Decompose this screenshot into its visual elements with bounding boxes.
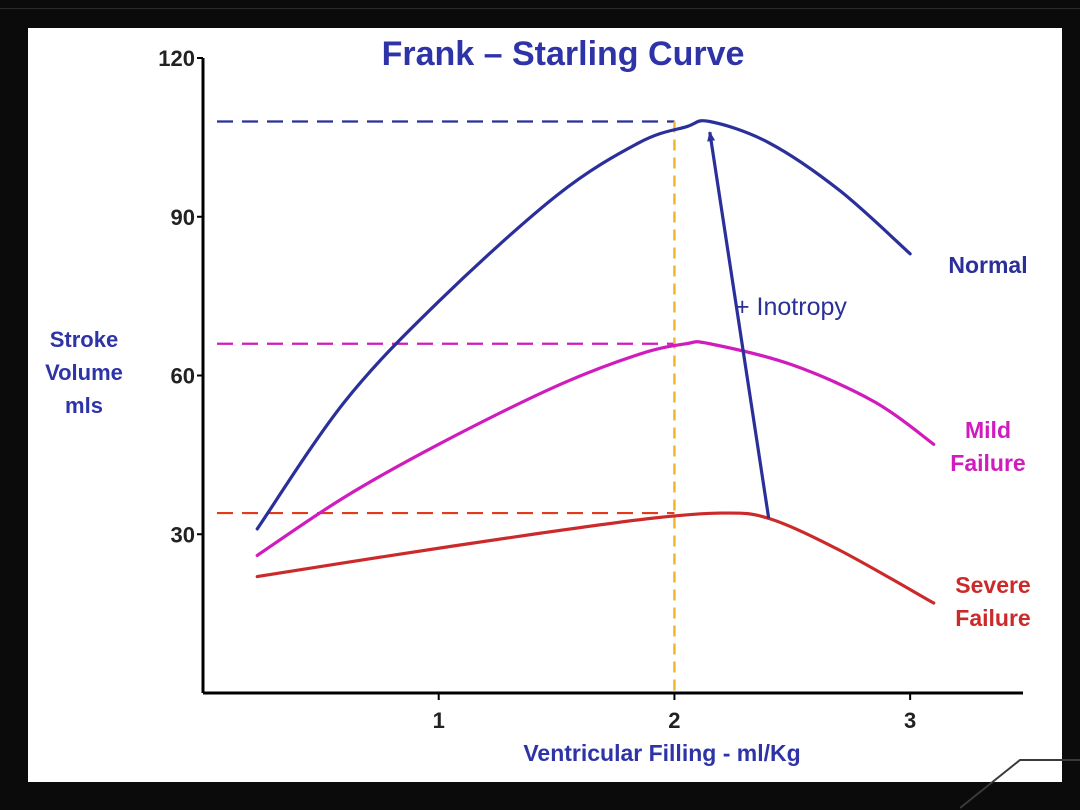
series-line-2	[255, 511, 936, 605]
inotropy-label: + Inotropy	[735, 293, 847, 321]
chart-title: Frank – Starling Curve	[382, 35, 745, 73]
series-label-0-line-0: Normal	[948, 252, 1027, 278]
series-label-2-line-1: Failure	[955, 605, 1030, 631]
frank-starling-chart: Normal Mild Failure Severe Failure + Inotrop…	[45, 35, 1031, 766]
x-tick-label-2: 3	[904, 708, 916, 733]
y-tick-label-1: 60	[171, 364, 195, 389]
x-tick-label-0: 1	[433, 708, 445, 733]
x-tick-label-1: 2	[668, 708, 680, 733]
y-tick-label-0: 30	[171, 522, 195, 547]
series-label-1-line-1: Failure	[950, 450, 1025, 476]
series-label-2-line-0: Severe	[955, 572, 1030, 598]
series-line-0	[255, 119, 912, 531]
y-tick-label-2: 90	[171, 205, 195, 230]
y-axis-label-line-1: Volume	[45, 360, 123, 385]
slide-panel: Normal Mild Failure Severe Failure + Inotrop…	[28, 28, 1062, 782]
x-axis-label: Ventricular Filling - ml/Kg	[523, 740, 800, 766]
series-label-1-line-0: Mild	[965, 417, 1011, 443]
corner-chevron-decoration	[960, 759, 1080, 809]
y-axis-label-line-2: mls	[65, 393, 103, 418]
series-line-1	[255, 340, 936, 558]
y-tick-label-3: 120	[158, 46, 195, 71]
slide-frame-top-line	[0, 8, 1080, 9]
y-axis-label-line-0: Stroke	[50, 327, 118, 352]
inotropy-arrow	[707, 131, 771, 519]
